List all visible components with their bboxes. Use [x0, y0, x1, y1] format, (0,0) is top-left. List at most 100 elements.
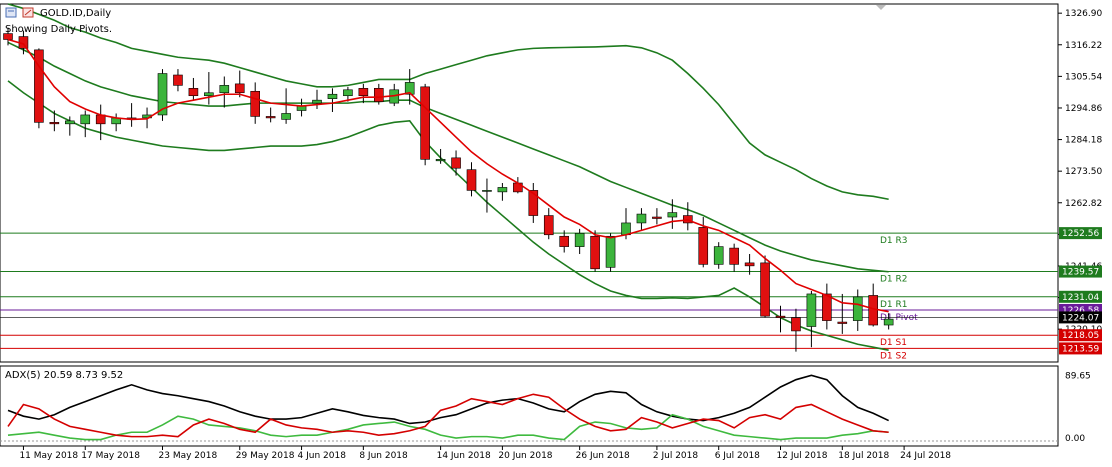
date-tick-label: 6 Jul 2018	[715, 451, 760, 461]
candle-body	[559, 235, 570, 247]
candle-body	[219, 85, 230, 94]
price-tags: 1252.56 1239.57 1231.04 1226.58 1218.05 1213.…	[1059, 227, 1102, 355]
date-tick-label: 20 Jun 2018	[498, 451, 552, 461]
main-plot-frame	[0, 3, 1059, 363]
adx-title: ADX(5) 20.59 8.73 9.52	[5, 370, 123, 381]
candle-body	[265, 116, 276, 119]
candle-body	[65, 120, 75, 125]
candle-body	[868, 295, 879, 326]
candle-body	[358, 88, 369, 97]
price-tick-label: 1326.90	[1065, 9, 1102, 19]
date-tick-label: 8 Jun 2018	[359, 451, 408, 461]
candle-body	[543, 215, 554, 236]
date-tick-label: 24 Jul 2018	[900, 451, 951, 461]
date-tick-label: 2 Jul 2018	[653, 451, 698, 461]
candle-body	[837, 321, 848, 324]
candle-body	[652, 216, 662, 219]
pivot-name: D1 R2	[880, 275, 908, 285]
pivot-name: D1 R3	[880, 236, 908, 246]
date-tick-label: 4 Jun 2018	[298, 451, 347, 461]
moving-average-line	[7, 38, 889, 313]
price-tag-bg	[1059, 227, 1102, 240]
chart-type-icon-line	[24, 9, 32, 16]
price-tag-label: 1213.59	[1062, 344, 1099, 354]
plus-di-line	[7, 413, 889, 441]
candle-body	[822, 293, 832, 321]
date-tick-label: 14 Jun 2018	[437, 451, 491, 461]
price-tick-label: 1284.18	[1065, 136, 1102, 146]
price-tag-label: 1226.58	[1062, 306, 1099, 316]
candle-body	[420, 86, 430, 160]
adx-line	[7, 374, 889, 425]
candle-body	[157, 73, 168, 116]
scroll-arrow-icon[interactable]	[876, 5, 886, 10]
candle-body	[667, 212, 678, 218]
price-tag-bg	[1059, 265, 1102, 278]
candle-body	[312, 99, 322, 104]
moving-average	[7, 38, 889, 313]
candle-body	[729, 247, 739, 265]
candle-body	[482, 190, 492, 192]
price-tag-label: 1252.56	[1062, 229, 1099, 239]
price-tag-bg	[1059, 290, 1102, 303]
candle-body	[49, 122, 60, 125]
adx-tick-label: 0.00	[1065, 434, 1085, 444]
pivot-subtitle: Showing Daily Pivots.	[5, 24, 112, 35]
price-tag-bg	[1059, 342, 1102, 355]
candle-body	[852, 296, 863, 321]
candle-body	[327, 93, 338, 99]
candle-body	[760, 262, 770, 317]
date-tick-label: 23 May 2018	[159, 451, 218, 461]
price-tag-label: 1218.05	[1062, 331, 1099, 341]
price-tick-label: 1262.82	[1065, 199, 1102, 209]
window-icon[interactable]	[5, 7, 17, 18]
candle-body	[775, 315, 786, 318]
candle-body	[204, 92, 214, 97]
candle-body	[744, 262, 755, 267]
candle-body	[497, 187, 508, 193]
bollinger-middle	[7, 41, 889, 273]
candle-body	[80, 114, 91, 125]
price-tick-label: 1316.22	[1065, 41, 1102, 51]
candle-body	[250, 90, 260, 117]
candle-body	[173, 74, 183, 86]
candle-body	[451, 157, 461, 169]
pivot-name: D1 R1	[880, 300, 908, 310]
bollinger-upper	[7, 3, 889, 201]
candle-body	[791, 317, 801, 332]
candle-body	[636, 213, 647, 224]
candle-body	[574, 232, 585, 247]
bollinger-lower	[7, 80, 889, 351]
candle-body	[698, 227, 709, 265]
candle-body	[528, 190, 539, 216]
date-tick-label: 26 Jun 2018	[576, 451, 630, 461]
candle-body	[621, 222, 631, 236]
candle-body	[404, 82, 415, 95]
pivot-name: D1 S2	[880, 351, 907, 361]
adx-indicator	[7, 374, 889, 441]
date-tick-label: 12 Jul 2018	[777, 451, 828, 461]
date-tick-label: 18 Jul 2018	[838, 451, 889, 461]
candle-body	[34, 49, 44, 123]
adx-tick-label: 89.65	[1065, 372, 1091, 382]
price-tick-label: 1273.50	[1065, 167, 1102, 177]
pivot-name: D1 Pivot	[880, 313, 918, 323]
date-tick-label: 11 May 2018	[19, 451, 78, 461]
candle-body	[343, 89, 353, 97]
chart-type-icon[interactable]	[22, 7, 34, 18]
price-tag-label: 1231.04	[1062, 293, 1099, 303]
window-icon-outline	[5, 7, 17, 18]
price-tick-label: 1305.54	[1065, 72, 1102, 82]
candle-body	[281, 113, 291, 120]
candle-body	[3, 33, 13, 40]
candlesticks	[3, 27, 894, 352]
date-tick-label: 29 May 2018	[236, 451, 295, 461]
price-tick-label: 1294.86	[1065, 104, 1102, 114]
candle-body	[466, 169, 477, 191]
date-tick-label: 17 May 2018	[81, 451, 140, 461]
price-tag-label: 1239.57	[1062, 268, 1099, 278]
pivot-name: D1 S1	[880, 338, 907, 348]
candle-body	[806, 293, 817, 327]
candle-body	[435, 159, 446, 162]
